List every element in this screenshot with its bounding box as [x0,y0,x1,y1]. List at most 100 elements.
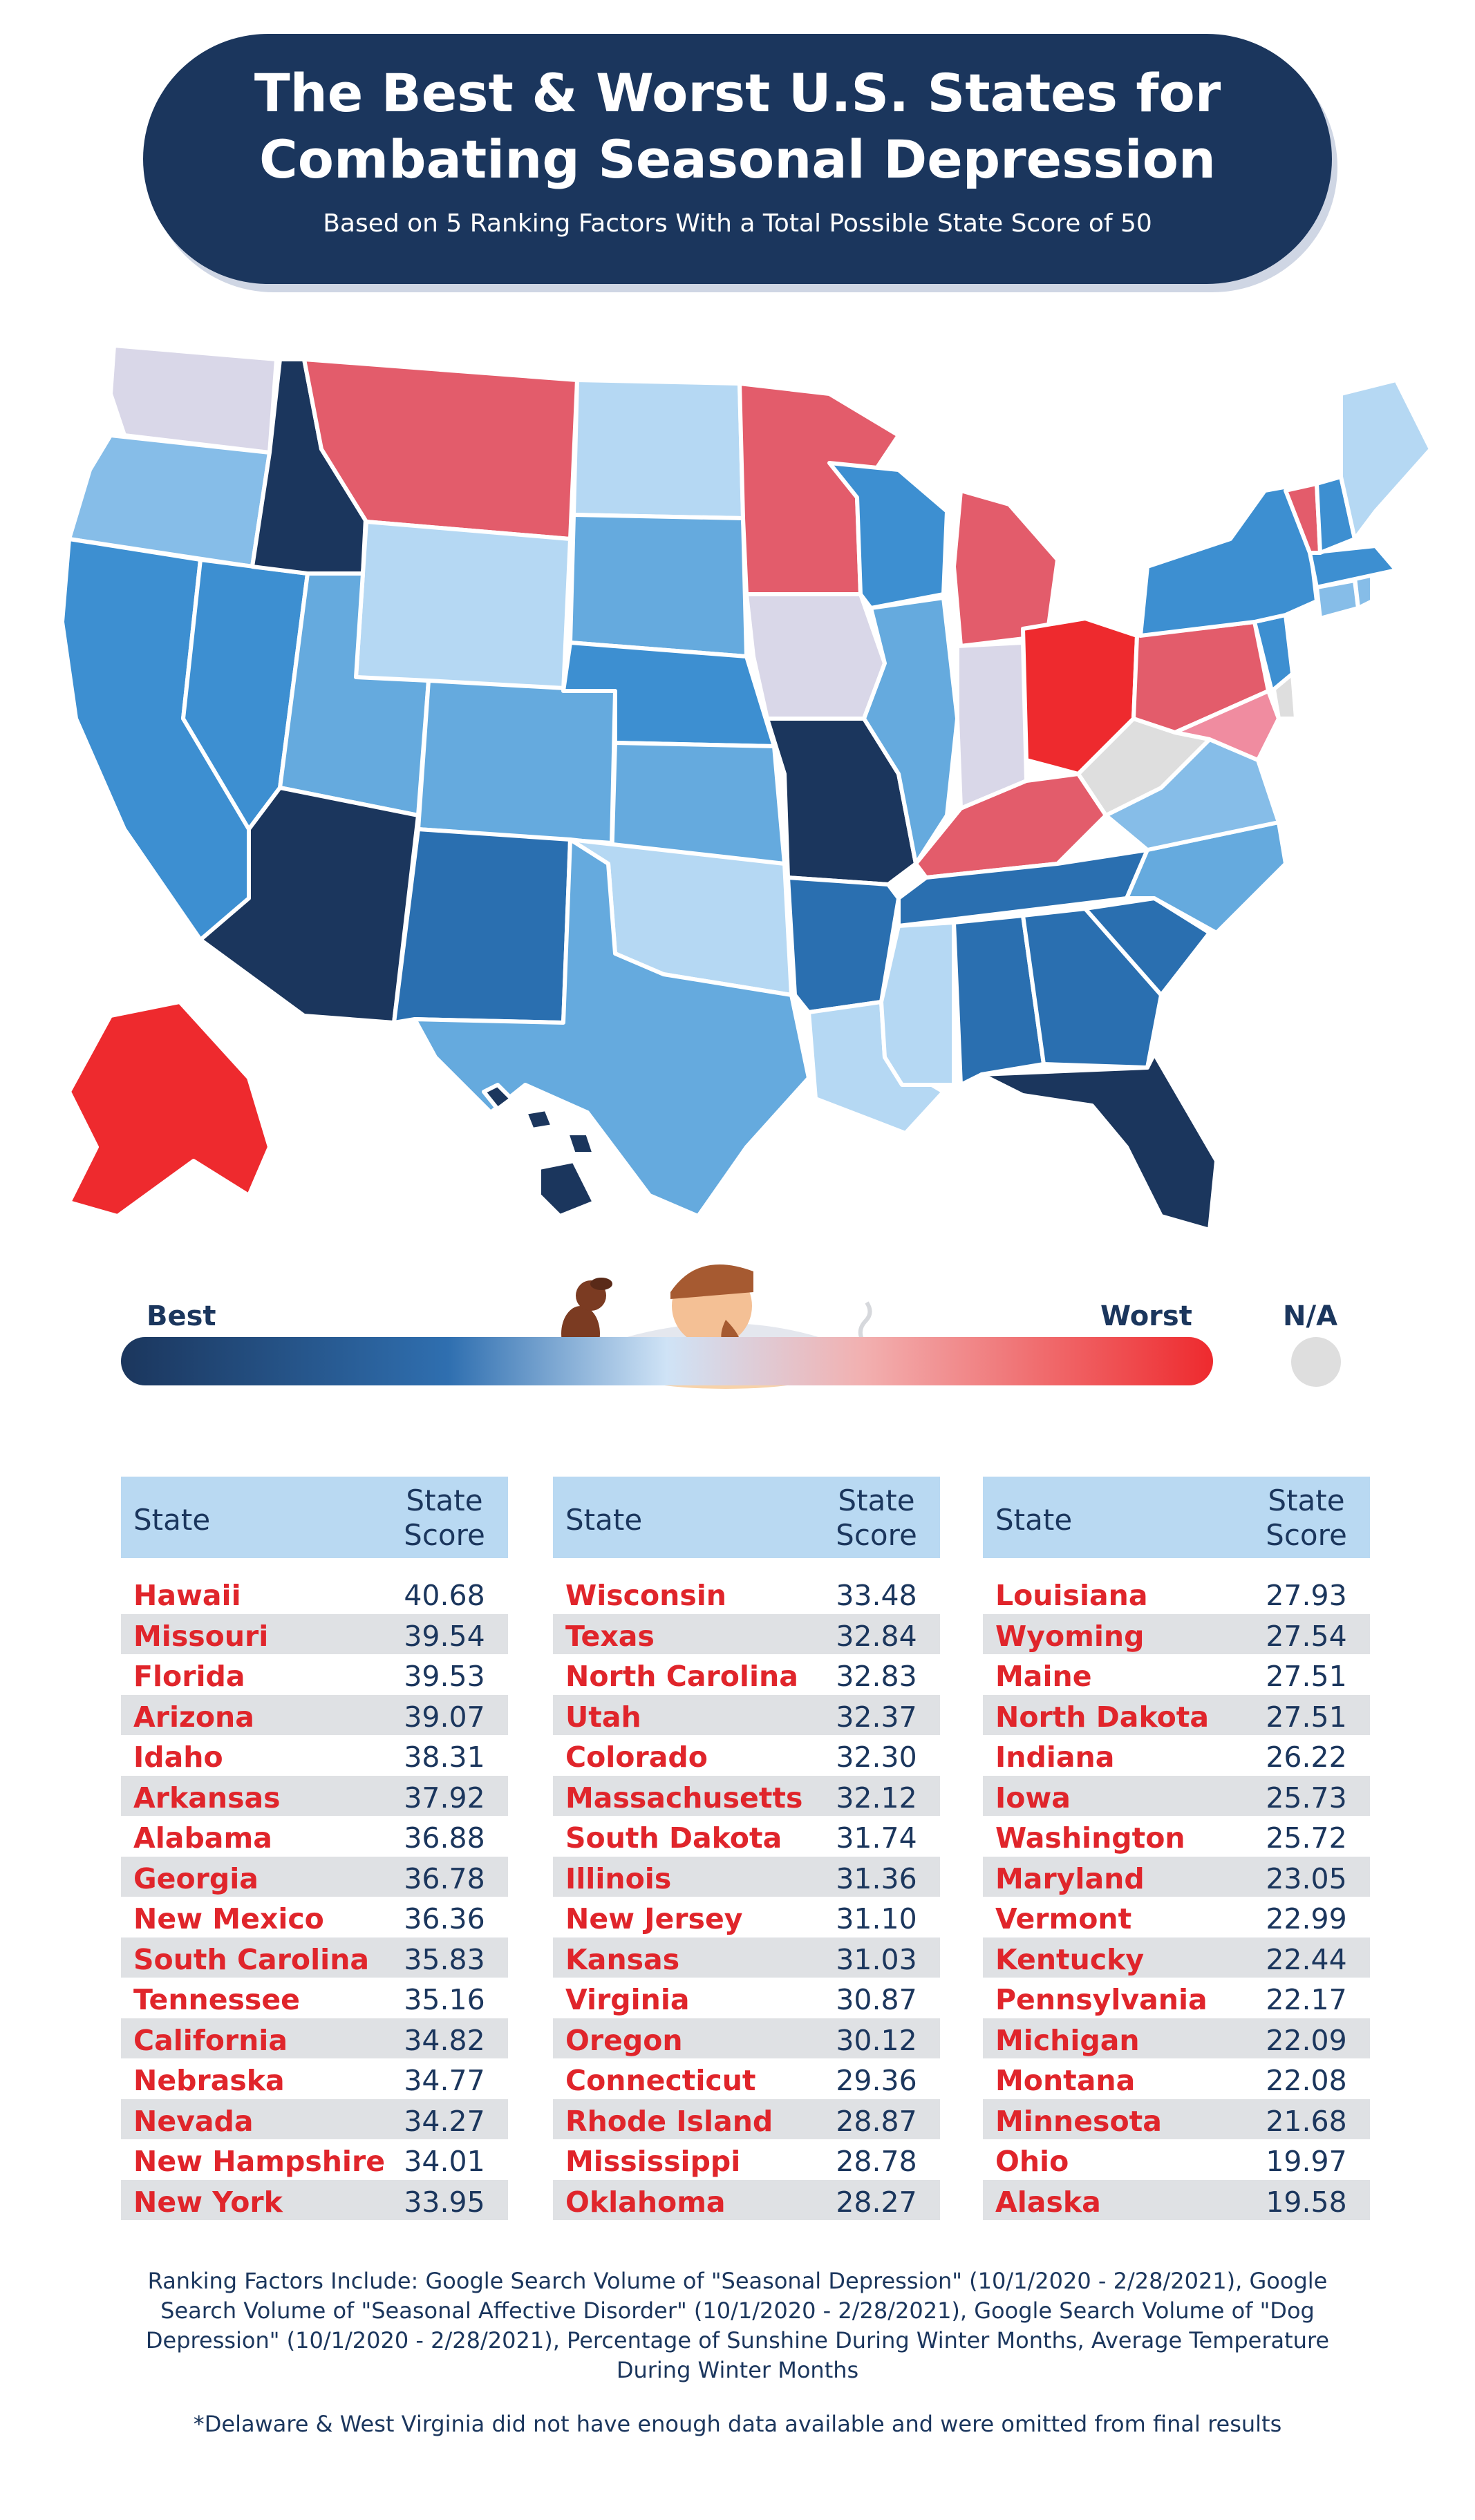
state-name: Idaho [133,1741,223,1774]
table-row: Washington 25.72 [983,1816,1370,1857]
state-score: 40.68 [404,1579,485,1612]
state-name: Rhode Island [565,2104,773,2138]
state-name: Michigan [995,2023,1140,2057]
table-row: Pennsylvania 22.17 [983,1978,1370,2018]
state-name: Kansas [565,1942,680,1976]
table-row: Arizona 39.07 [121,1694,508,1735]
state-score: 32.37 [836,1700,917,1734]
table-row: Tennessee 35.16 [121,1978,508,2018]
state-name: Vermont [995,1902,1132,1935]
table-row: South Dakota 31.74 [553,1816,940,1857]
state-MA [1308,544,1398,589]
state-name: North Dakota [995,1700,1210,1734]
state-name: Ohio [995,2145,1069,2178]
state-ND [572,378,745,520]
table-row: Massachusetts 32.12 [553,1775,940,1816]
state-score: 32.12 [836,1781,917,1815]
table-row: Oregon 30.12 [553,2018,940,2058]
table-row: Wyoming 27.54 [983,1613,1370,1654]
state-name: South Dakota [565,1821,782,1855]
table-row: Maryland 23.05 [983,1856,1370,1897]
state-name: Alaska [995,2185,1101,2219]
table-row: New York 33.95 [121,2179,508,2220]
table-row: Utah 32.37 [553,1694,940,1735]
state-name: Montana [995,2064,1136,2097]
table-row: Minnesota 21.68 [983,2099,1370,2139]
state-score: 36.78 [404,1861,485,1895]
state-score: 31.36 [836,1861,917,1895]
state-score: 31.74 [836,1821,917,1855]
state-GA [1021,907,1163,1070]
state-name: Virginia [565,1983,690,2016]
state-name: Hawaii [133,1579,241,1612]
table-row: Nebraska 34.77 [121,2058,508,2099]
table-row: Kentucky 22.44 [983,1937,1370,1978]
legend-worst-label: Worst [1100,1300,1192,1332]
state-name: New Hampshire [133,2145,385,2178]
state-name: South Carolina [133,1942,370,1976]
table-row: Texas 32.84 [553,1613,940,1654]
title-banner: The Best & Worst U.S. States for Combati… [143,34,1332,284]
legend-na-label: N/A [1283,1300,1338,1332]
state-score: 22.09 [1266,2023,1347,2057]
state-score: 19.58 [1266,2185,1347,2219]
state-score: 27.51 [1266,1700,1347,1734]
state-name: Maryland [995,1861,1145,1895]
state-name: New Jersey [565,1902,743,1935]
header-score-line-2: Score [404,1518,485,1552]
state-HI [482,1083,596,1218]
state-score: 26.22 [1266,1741,1347,1774]
table-row: Ohio 19.97 [983,2139,1370,2180]
state-ME [1339,378,1433,541]
state-score: 35.16 [404,1983,485,2016]
state-score: 39.53 [404,1660,485,1693]
state-score: 27.51 [1266,1660,1347,1693]
table-row: Alaska 19.58 [983,2179,1370,2220]
state-SD [568,513,749,659]
table-row: Nevada 34.27 [121,2099,508,2139]
state-name: Mississippi [565,2145,741,2178]
header-score: State Score [1258,1484,1355,1553]
table-row: Louisiana 27.93 [983,1573,1370,1614]
state-name: North Carolina [565,1660,798,1693]
table-row: Florida 39.53 [121,1654,508,1695]
table-row: Virginia 30.87 [553,1978,940,2018]
state-score: 22.44 [1266,1942,1347,1976]
state-name: Texas [565,1619,655,1653]
table-row: Alabama 36.88 [121,1816,508,1857]
state-name: Minnesota [995,2104,1162,2138]
table-row: Wisconsin 33.48 [553,1573,940,1614]
page-subtitle: Based on 5 Ranking Factors With a Total … [323,209,1152,238]
state-score: 32.83 [836,1660,917,1693]
state-score: 36.36 [404,1902,485,1935]
state-name: Colorado [565,1741,708,1774]
header-state: State [565,1503,643,1537]
table-header: State State Score [121,1477,508,1558]
state-name: Missouri [133,1619,269,1653]
state-name: Georgia [133,1861,259,1895]
state-name: Washington [995,1821,1185,1855]
table-row: Mississippi 28.78 [553,2139,940,2180]
state-name: Oregon [565,2023,683,2057]
state-score: 30.12 [836,2023,917,2057]
ranking-factors-note: Ranking Factors Include: Google Search V… [145,2268,1330,2383]
state-name: Utah [565,1700,641,1734]
state-score: 22.99 [1266,1902,1347,1935]
state-name: Illinois [565,1861,672,1895]
table-row: Arkansas 37.92 [121,1775,508,1816]
table-row: Iowa 25.73 [983,1775,1370,1816]
state-SC [1083,896,1212,997]
state-name: Wyoming [995,1619,1145,1653]
legend-best-label: Best [147,1300,216,1332]
state-score: 34.77 [404,2064,485,2097]
ranking-table-3: State State Score Louisiana 27.93 Wyoming 27.5… [983,1477,1370,2220]
state-AL [952,913,1046,1087]
table-row: Illinois 31.36 [553,1856,940,1897]
state-score: 32.84 [836,1619,917,1653]
state-score: 25.72 [1266,1821,1347,1855]
table-header: State State Score [983,1477,1370,1558]
table-row: Indiana 26.22 [983,1735,1370,1776]
table-header: State State Score [553,1477,940,1558]
state-name: Florida [133,1660,245,1693]
legend-gradient-bar [121,1337,1213,1385]
